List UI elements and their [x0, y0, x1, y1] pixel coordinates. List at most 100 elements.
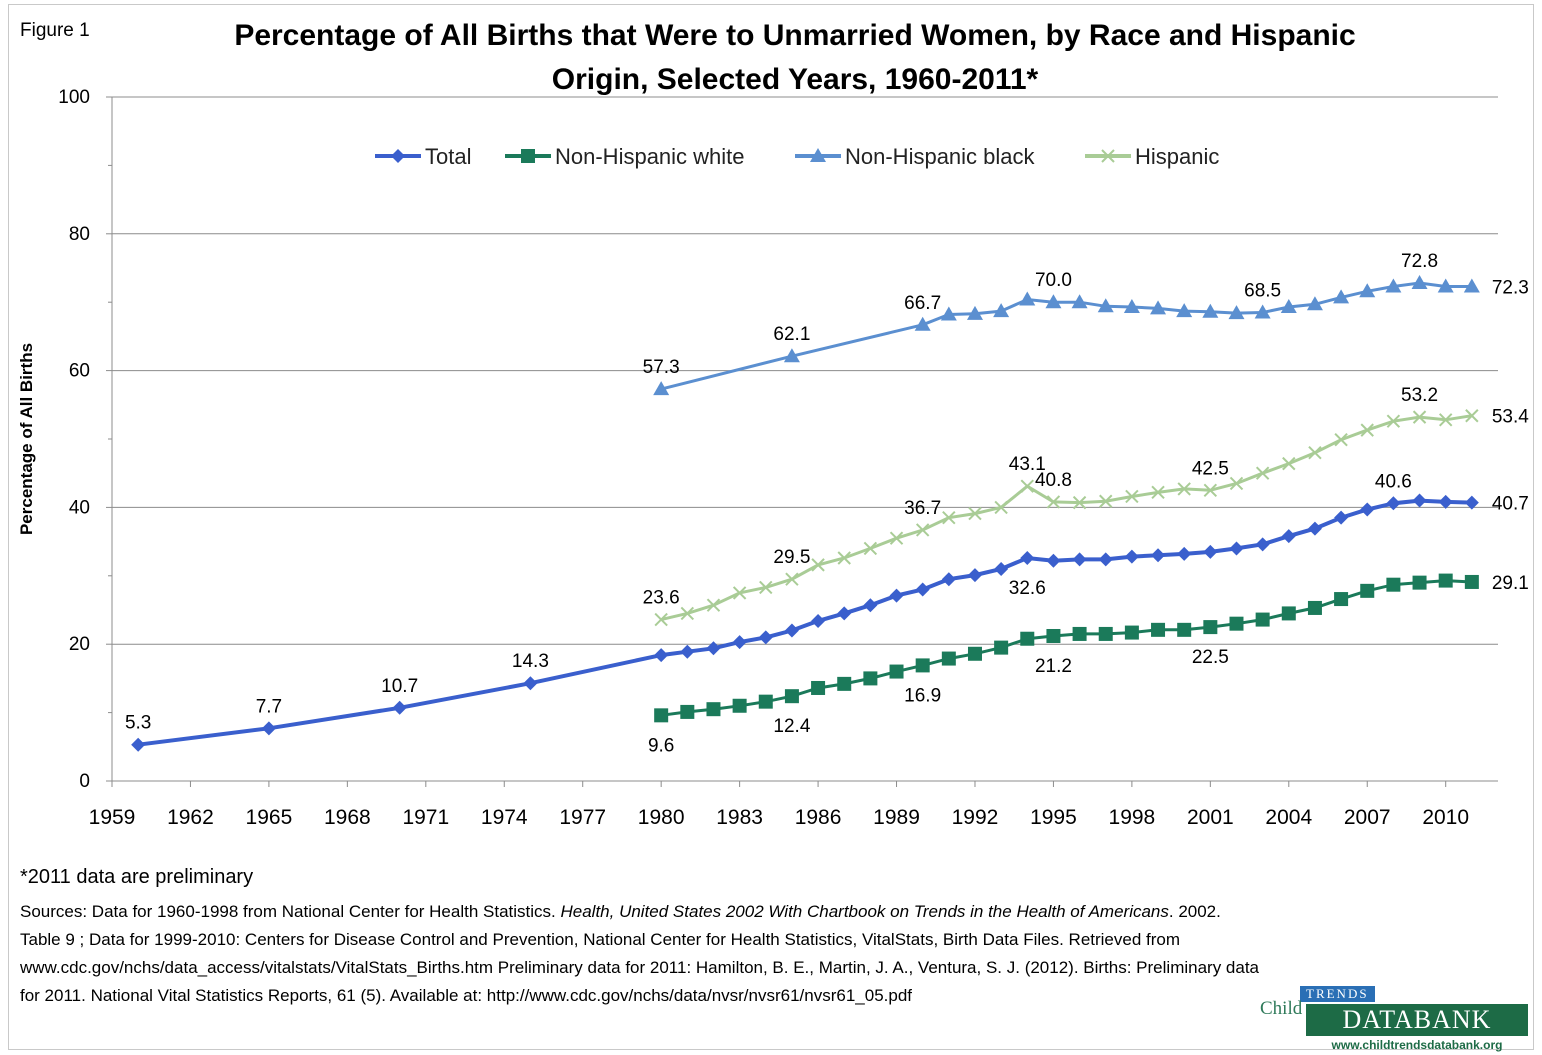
data-point-hispanic — [1308, 445, 1322, 460]
data-point-hispanic — [1125, 489, 1139, 504]
data-label-non-hispanic-black: 72.3 — [1492, 277, 1529, 298]
data-point-hispanic — [863, 541, 878, 556]
data-label-total: 14.3 — [512, 651, 549, 672]
data-point-non-hispanic-black — [1254, 304, 1271, 319]
data-point-hispanic — [1465, 409, 1479, 423]
data-point-total — [967, 568, 982, 583]
y-tick-label: 60 — [69, 361, 90, 382]
x-tick-label: 1992 — [952, 806, 999, 829]
data-point-non-hispanic-white — [706, 702, 721, 717]
data-point-non-hispanic-white — [1438, 573, 1453, 588]
x-tick-label: 1968 — [324, 806, 371, 829]
logo-child: Child — [1260, 998, 1303, 1019]
data-point-total — [1360, 502, 1375, 517]
data-point-non-hispanic-white — [1281, 606, 1296, 621]
data-point-non-hispanic-black — [1306, 296, 1323, 311]
data-label-hispanic: 23.6 — [643, 588, 680, 609]
data-label-hispanic: 43.1 — [1009, 454, 1046, 475]
x-tick-label: 1977 — [559, 806, 606, 829]
data-point-total — [1438, 494, 1453, 509]
data-point-hispanic — [706, 598, 721, 612]
data-point-non-hispanic-white — [811, 680, 826, 695]
data-point-total — [758, 630, 773, 645]
y-tick-label: 80 — [69, 224, 90, 245]
data-label-non-hispanic-white: 16.9 — [904, 685, 941, 706]
x-tick-label: 1980 — [638, 806, 685, 829]
data-point-total — [994, 561, 1009, 576]
data-point-hispanic — [811, 558, 825, 572]
data-label-non-hispanic-white: 22.5 — [1192, 647, 1229, 668]
data-point-hispanic — [1255, 466, 1270, 480]
data-point-hispanic — [1046, 495, 1061, 509]
x-tick-label: 1983 — [716, 806, 763, 829]
data-point-hispanic — [915, 523, 930, 537]
x-tick-label: 1962 — [167, 806, 214, 829]
data-point-hispanic — [968, 506, 982, 521]
data-point-hispanic — [1072, 495, 1087, 510]
chart-title-line1: Percentage of All Births that Were to Un… — [234, 19, 1356, 52]
data-point-non-hispanic-black — [1359, 283, 1376, 298]
x-tick-label: 1989 — [873, 806, 920, 829]
data-point-total — [1124, 549, 1139, 564]
data-label-total: 40.7 — [1492, 494, 1529, 515]
data-point-non-hispanic-white — [1334, 592, 1349, 607]
legend-marker-non-hispanic-white — [521, 149, 535, 163]
data-point-non-hispanic-white — [1255, 612, 1270, 627]
legend-marker-non-hispanic-black — [810, 148, 826, 162]
legend-label-hispanic: Hispanic — [1135, 144, 1219, 169]
y-tick-label: 0 — [79, 771, 90, 792]
data-point-hispanic — [994, 500, 1008, 515]
x-tick-label: 1998 — [1109, 806, 1156, 829]
data-point-non-hispanic-black — [1071, 294, 1088, 309]
data-point-total — [523, 676, 538, 691]
data-point-hispanic — [1099, 494, 1113, 508]
data-point-total — [1098, 552, 1113, 567]
logo-trends: TRENDS — [1300, 986, 1375, 1002]
x-tick-label: 2007 — [1344, 806, 1391, 829]
data-point-total — [1386, 496, 1401, 511]
series-line-total — [137, 498, 1472, 747]
data-point-hispanic — [1360, 423, 1374, 437]
data-point-non-hispanic-white — [1229, 616, 1244, 631]
data-point-non-hispanic-white — [1203, 620, 1218, 635]
data-point-non-hispanic-white — [784, 689, 799, 704]
data-point-total — [392, 700, 407, 715]
data-point-non-hispanic-white — [1412, 575, 1427, 590]
data-point-hispanic — [1151, 485, 1165, 500]
series-line-non-hispanic-white — [661, 579, 1472, 717]
data-point-hispanic — [1177, 482, 1191, 496]
data-label-hispanic: 42.5 — [1192, 458, 1229, 479]
y-tick-label: 40 — [69, 497, 90, 518]
data-point-non-hispanic-black — [783, 348, 800, 363]
data-label-non-hispanic-white: 12.4 — [773, 716, 810, 737]
data-point-total — [1281, 529, 1296, 544]
data-point-non-hispanic-white — [654, 708, 669, 723]
data-point-total — [889, 588, 904, 603]
data-point-non-hispanic-white — [1386, 577, 1401, 592]
data-label-non-hispanic-white: 29.1 — [1492, 573, 1529, 594]
data-point-hispanic — [1229, 476, 1244, 491]
data-label-hispanic: 40.8 — [1035, 470, 1072, 491]
data-point-non-hispanic-black — [653, 381, 670, 396]
data-point-non-hispanic-black — [1280, 298, 1297, 313]
data-point-hispanic — [889, 531, 904, 545]
data-point-non-hispanic-white — [1307, 600, 1322, 615]
data-label-hispanic: 36.7 — [904, 498, 941, 519]
x-tick-label: 1971 — [402, 806, 449, 829]
data-point-non-hispanic-black — [966, 305, 983, 320]
data-point-hispanic — [654, 612, 668, 627]
data-point-non-hispanic-white — [941, 651, 956, 666]
chart-title-line2: Origin, Selected Years, 1960-2011* — [551, 63, 1039, 96]
data-label-non-hispanic-black: 72.8 — [1401, 251, 1438, 272]
sources-text: Sources: Data for 1960-1998 from Nationa… — [20, 898, 1260, 1010]
data-point-non-hispanic-white — [967, 646, 982, 661]
x-tick-label: 2001 — [1187, 806, 1234, 829]
data-point-total — [1334, 510, 1349, 525]
data-point-total — [784, 623, 799, 638]
data-point-non-hispanic-white — [863, 671, 878, 686]
data-point-hispanic — [1282, 456, 1296, 471]
data-point-hispanic — [759, 580, 773, 595]
data-point-hispanic — [1438, 413, 1453, 427]
data-point-non-hispanic-black — [1411, 275, 1428, 290]
data-point-hispanic — [1386, 414, 1401, 428]
